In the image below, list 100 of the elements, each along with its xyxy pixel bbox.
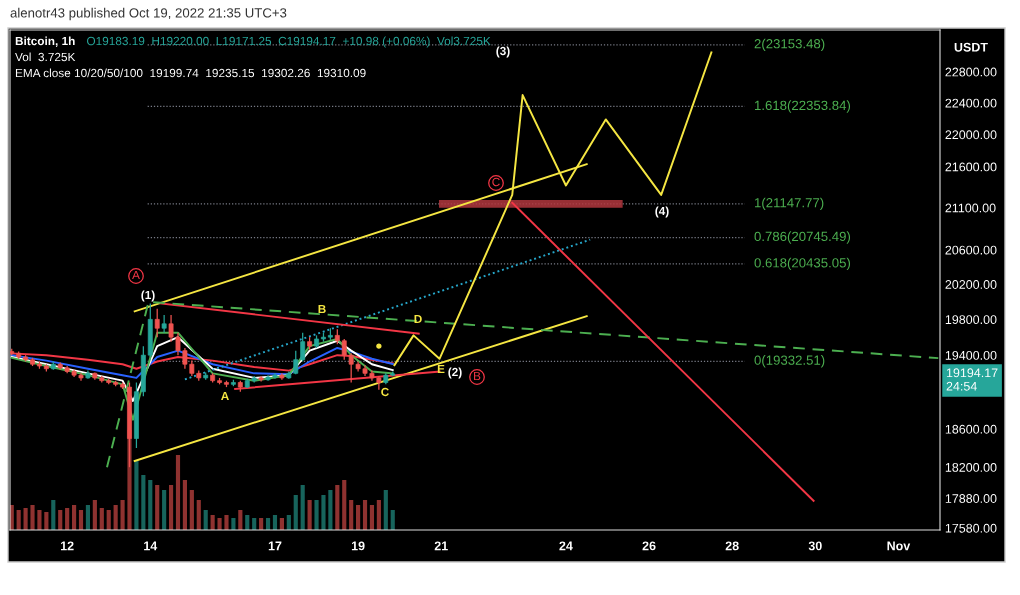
bar [16, 510, 21, 530]
bar [175, 455, 181, 530]
y-tick-label: 20200.00 [945, 280, 997, 289]
annotation: EMA close 10/20/50/100 19199.74 19235.15 19302.26 19310.09 [15, 68, 366, 78]
bar [335, 485, 340, 530]
x-tick-label: Nov [887, 541, 911, 551]
annotation: Vol 3.725K [15, 52, 76, 62]
bar [203, 510, 208, 530]
y-tick-label: 20600.00 [945, 245, 997, 255]
line-series [10, 336, 394, 402]
bar [210, 515, 215, 530]
annotation: B [318, 304, 326, 314]
ref-line-label: 0.786(20745.49) [754, 231, 851, 244]
y-tick-label: 18200.00 [945, 462, 997, 472]
bar [113, 505, 118, 530]
bar [272, 515, 278, 530]
bar [148, 480, 153, 530]
annotation: (1) [141, 290, 155, 302]
y-tick-label: 22000.00 [945, 130, 997, 140]
ref-line-label: 2(23153.48) [754, 38, 825, 51]
bar [390, 510, 395, 530]
y-tick-label: 19800.00 [945, 315, 997, 324]
bar [189, 490, 194, 530]
bar [155, 485, 160, 530]
bar [168, 485, 174, 530]
annotation: (3) [496, 46, 510, 58]
y-tick-label: 22400.00 [945, 98, 997, 108]
bar [307, 500, 312, 530]
bar [44, 512, 49, 530]
bar [58, 510, 63, 530]
ref-line-label: 1.618(22353.84) [755, 100, 851, 113]
x-tick-label: 30 [808, 541, 822, 551]
bar [362, 500, 368, 530]
candlestick [300, 332, 306, 363]
bar [51, 500, 56, 530]
bar [300, 485, 305, 530]
y-tick-label: 19400.00 [945, 350, 997, 360]
chart-title: Bitcoin, 1h [15, 36, 75, 47]
x-tick-label: 12 [60, 541, 74, 551]
bar [349, 500, 354, 530]
annotation: A [132, 270, 140, 280]
x-tick-label: 26 [642, 541, 656, 551]
x-tick-label: 14 [144, 541, 158, 551]
x-tick-label: 24 [559, 541, 573, 551]
bar [314, 500, 319, 530]
bar [245, 515, 250, 530]
bar [321, 495, 326, 530]
bar [37, 510, 42, 530]
candlestick [154, 308, 160, 338]
bar [238, 510, 243, 530]
bar [99, 508, 104, 530]
x-tick-label: 21 [434, 541, 448, 551]
annotation: B [474, 371, 481, 381]
text: 19194.17 24:54 [946, 368, 998, 391]
bar [120, 500, 125, 530]
ref-line-label: 1(21147.77) [755, 197, 824, 210]
bar [65, 508, 70, 530]
bar [383, 490, 388, 530]
annotation: C [381, 387, 389, 397]
bar [162, 490, 167, 530]
y-axis-title: USDT [954, 42, 988, 52]
bar [23, 508, 28, 530]
bar [72, 505, 77, 530]
x-tick-label: 28 [725, 541, 739, 551]
bar [376, 500, 381, 530]
bar [134, 460, 139, 530]
y-tick-label: 17880.00 [945, 494, 997, 503]
annotation: (4) [655, 206, 669, 218]
annotation: E [437, 364, 445, 374]
y-tick-label: 18600.00 [945, 424, 997, 434]
bar [224, 515, 229, 530]
bar [141, 475, 146, 530]
bar [217, 518, 222, 530]
bar [196, 500, 201, 530]
y-tick-label: 21100.00 [945, 203, 996, 213]
bar [286, 515, 291, 530]
annotation: O19183.19 H19220.00 L19171.25 C19194.17 +10.98 (+0.06%) Vol3.725K [87, 36, 491, 48]
annotation: D [414, 314, 422, 324]
x-tick-label: 19 [351, 541, 365, 551]
y-tick-label: 22800.00 [945, 67, 997, 77]
bar [30, 505, 35, 530]
bar [92, 500, 97, 530]
candlestick [161, 314, 167, 334]
ref-line-label: 0(19332.51) [754, 355, 825, 368]
bar [182, 480, 187, 530]
annotation: (2) [448, 367, 462, 379]
bar [342, 480, 347, 530]
bar [85, 505, 91, 530]
annotation: C [492, 177, 500, 187]
bar [106, 510, 111, 530]
bar [369, 505, 375, 530]
y-tick-label: 17580.00 [945, 523, 997, 533]
bar [328, 490, 333, 530]
y-tick-label: 21600.00 [945, 162, 997, 172]
annotation: A [221, 391, 229, 401]
x-tick-label: 17 [268, 541, 282, 551]
ref-line-label: 0.618(20435.05) [754, 257, 851, 271]
bar [293, 495, 298, 530]
bar [78, 510, 84, 530]
bar [356, 505, 361, 530]
